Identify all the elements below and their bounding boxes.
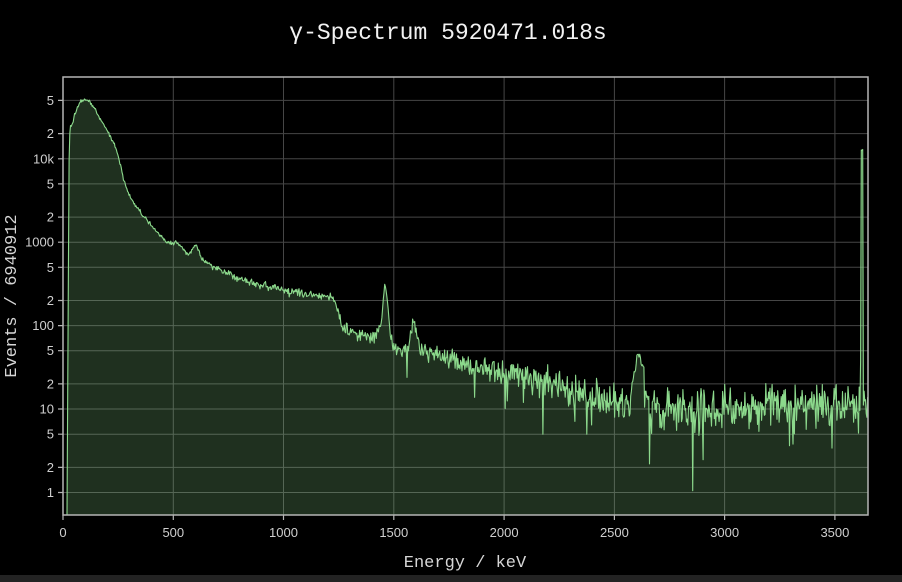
y-axis-title: Events / 6940912	[3, 214, 22, 377]
x-tick-label: 2500	[600, 525, 629, 540]
y-tick-label: 100	[32, 318, 54, 333]
y-tick-label: 2	[47, 376, 54, 391]
y-tick-label: 5	[47, 93, 54, 108]
y-tick-label: 2	[47, 210, 54, 225]
spectrum-line	[66, 98, 869, 516]
plot-frame	[62, 76, 869, 516]
x-axis-title: Energy / keV	[404, 554, 527, 573]
y-tick-label: 1000	[25, 235, 54, 250]
y-tick-label: 5	[47, 176, 54, 191]
x-tick-label: 500	[162, 525, 184, 540]
y-tick-label: 10	[40, 402, 54, 417]
spectrum-trace	[66, 98, 869, 516]
y-tick-label: 10k	[33, 151, 54, 166]
tick-marks	[58, 99, 836, 520]
y-tick-label: 1	[47, 485, 54, 500]
y-tick-label: 5	[47, 427, 54, 442]
y-tick-label: 5	[47, 343, 54, 358]
x-tick-label: 3000	[710, 525, 739, 540]
window-bottom-edge	[0, 575, 902, 582]
y-tick-label: 2	[47, 460, 54, 475]
y-tick-label: 5	[47, 260, 54, 275]
x-tick-label: 1500	[379, 525, 408, 540]
x-tick-label: 3500	[820, 525, 849, 540]
chart-title: γ-Spectrum 5920471.018s	[289, 20, 606, 46]
y-tick-label: 2	[47, 293, 54, 308]
spectrum-area-fill	[67, 99, 868, 515]
x-tick-label: 1000	[269, 525, 298, 540]
axes-layer: 0 500 1000 1500 2000 2500 3000 3500 1 2 5 10 2 5 100 2 5…	[25, 76, 869, 540]
y-tick-label: 2	[47, 126, 54, 141]
x-tick-label: 2000	[490, 525, 519, 540]
x-tick-label: 0	[59, 525, 66, 540]
